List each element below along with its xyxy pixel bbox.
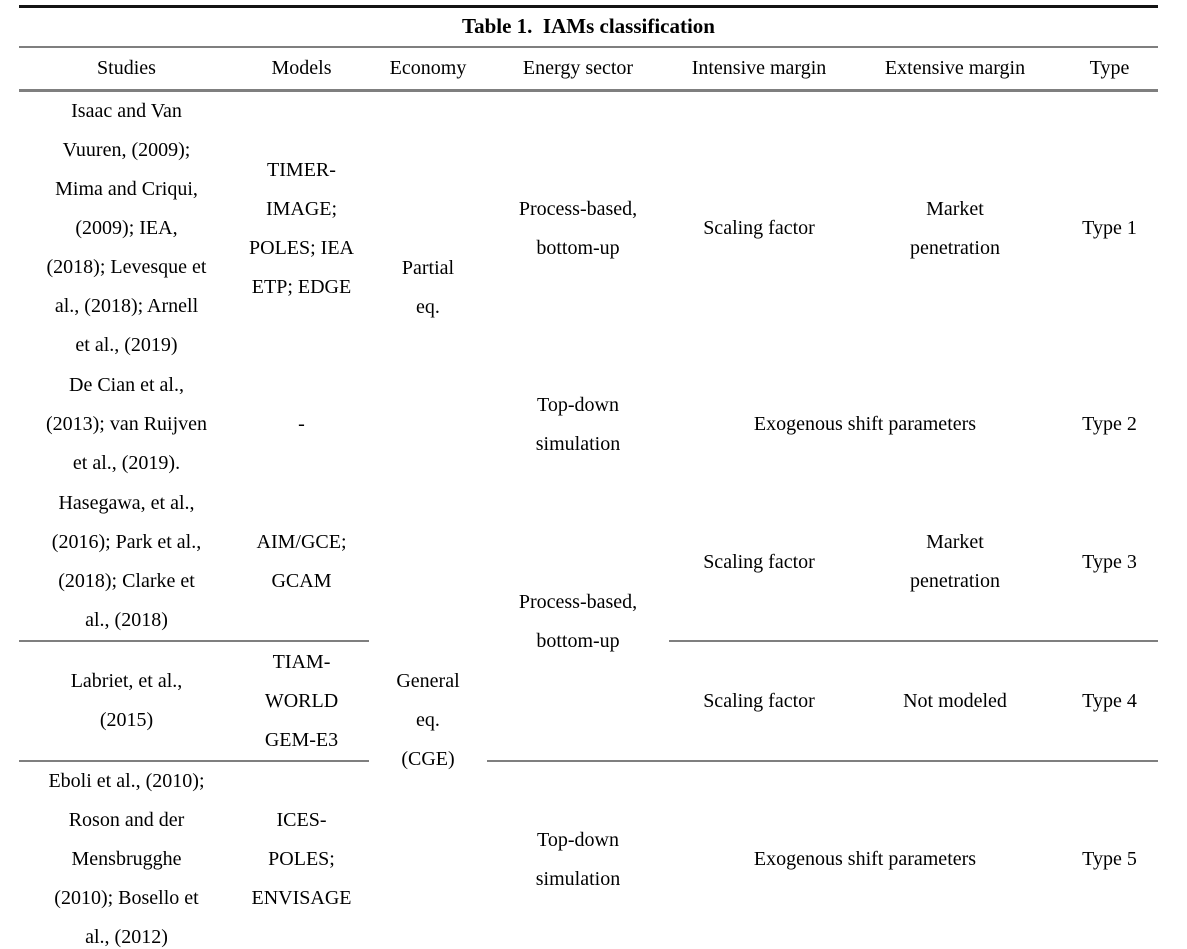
table-row-type3: Hasegawa, et al., (2016); Park et al., (… [19, 484, 1158, 770]
economy-cell-general-eq: General eq. (CGE) [396, 670, 460, 770]
table-title: Table 1. IAMs classification [19, 5, 1158, 48]
header-row: Studies Models Economy Energy sector Int… [19, 48, 1158, 92]
table-row-type4: Labriet, et al., (2015) TIAM- WORLD GEM-… [19, 641, 1158, 762]
classification-table: Studies Models Economy Energy sector Int… [19, 48, 1158, 949]
models-cell-row4: TIAM- WORLD GEM-E3 [234, 641, 369, 762]
studies-cell-row3: Hasegawa, et al., (2016); Park et al., (… [19, 484, 234, 642]
studies-cell-row5: Eboli et al., (2010); Roson and der Mens… [48, 770, 205, 948]
models-cell-row2: - [298, 413, 305, 435]
col-header-models: Models [234, 48, 369, 92]
extensive-margin-cell-row4: Not modeled [849, 641, 1061, 762]
col-header-energy-sector: Energy sector [487, 48, 669, 92]
col-header-type: Type [1061, 48, 1158, 92]
type-cell-row3: Type 3 [1061, 484, 1158, 642]
energy-sector-cell-row1: Process-based, bottom-up [518, 197, 638, 259]
models-cell-row1: TIMER- IMAGE; POLES; IEA ETP; EDGE [249, 158, 354, 298]
type-cell-row4: Type 4 [1061, 641, 1158, 762]
extensive-margin-cell-row1: Market penetration [910, 197, 1000, 259]
intensive-margin-cell-row4: Scaling factor [669, 641, 849, 762]
economy-cell-partial-eq: Partial eq. [401, 257, 455, 318]
table-row-type2: De Cian et al., (2013); van Ruijven et a… [19, 365, 1158, 484]
studies-cell-row1: Isaac and Van Vuuren, (2009); Mima and C… [46, 100, 207, 356]
iams-classification-table: Table 1. IAMs classification Studies Mod… [19, 5, 1158, 949]
energy-sector-cell-row5: Top-down simulation [535, 828, 621, 890]
type-cell-row1: Type 1 [1082, 217, 1137, 239]
energy-sector-cell-row2: Top-down simulation [535, 393, 621, 455]
intensive-margin-cell-row1: Scaling factor [703, 217, 815, 239]
intensive-margin-cell-row3: Scaling factor [669, 484, 849, 642]
models-cell-row5: ICES- POLES; ENVISAGE [251, 809, 352, 909]
col-header-studies: Studies [19, 48, 234, 92]
col-header-extensive-margin: Extensive margin [849, 48, 1061, 92]
models-cell-row3: AIM/GCE; GCAM [234, 484, 369, 642]
energy-sector-cell-row3: Process-based, bottom-up [487, 484, 669, 762]
extensive-margin-cell-row3: Market penetration [849, 484, 1061, 642]
col-header-economy: Economy [369, 48, 487, 92]
type-cell-row5: Type 5 [1082, 848, 1137, 870]
margins-cell-row2: Exogenous shift parameters [753, 413, 977, 435]
studies-cell-row4: Labriet, et al., (2015) [19, 641, 234, 762]
col-header-intensive-margin: Intensive margin [669, 48, 849, 92]
table-row-type1: Isaac and Van Vuuren, (2009); Mima and C… [19, 91, 1158, 366]
margins-cell-row5: Exogenous shift parameters [753, 848, 977, 870]
type-cell-row2: Type 2 [1082, 413, 1137, 435]
table-row-type5: Eboli et al., (2010); Roson and der Mens… [19, 761, 1158, 949]
studies-cell-row2: De Cian et al., (2013); van Ruijven et a… [45, 374, 208, 474]
